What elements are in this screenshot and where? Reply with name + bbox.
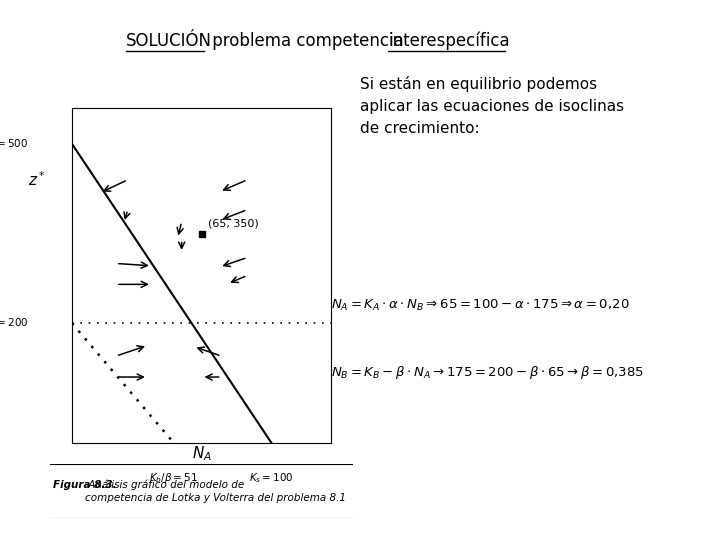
Text: Análisis gráfico del modelo de
competencia de Lotka y Volterra del problema 8.1: Análisis gráfico del modelo de competenc… xyxy=(85,480,346,503)
Text: $K_s = 100$: $K_s = 100$ xyxy=(249,471,294,485)
Text: $z^*$: $z^*$ xyxy=(28,171,46,189)
Text: problema competencia: problema competencia xyxy=(207,31,409,50)
Text: $N_B = K_B - \beta \cdot N_A \rightarrow 175 = 200 - \beta \cdot 65$$\rightarrow: $N_B = K_B - \beta \cdot N_A \rightarrow… xyxy=(331,364,644,381)
Text: Si están en equilibrio podemos
aplicar las ecuaciones de isoclinas
de crecimient: Si están en equilibrio podemos aplicar l… xyxy=(360,76,624,136)
Text: $N_A = K_A \cdot \alpha \cdot N_B \Rightarrow 65 = 100 - \alpha \cdot 175$$\Righ: $N_A = K_A \cdot \alpha \cdot N_B \Right… xyxy=(331,298,630,313)
Text: Figura 8.3.: Figura 8.3. xyxy=(53,480,117,490)
Text: (65, 350): (65, 350) xyxy=(207,218,258,228)
Text: $K_b/\beta = 51$: $K_b/\beta = 51$ xyxy=(149,471,198,485)
Text: SOLUCIÓN: SOLUCIÓN xyxy=(126,31,212,50)
Text: interespecífica: interespecífica xyxy=(388,31,510,50)
X-axis label: $N_A$: $N_A$ xyxy=(192,444,212,463)
Text: $K_1 = 200$: $K_1 = 200$ xyxy=(0,316,28,330)
Text: $K_A/\alpha = 500$: $K_A/\alpha = 500$ xyxy=(0,137,28,151)
